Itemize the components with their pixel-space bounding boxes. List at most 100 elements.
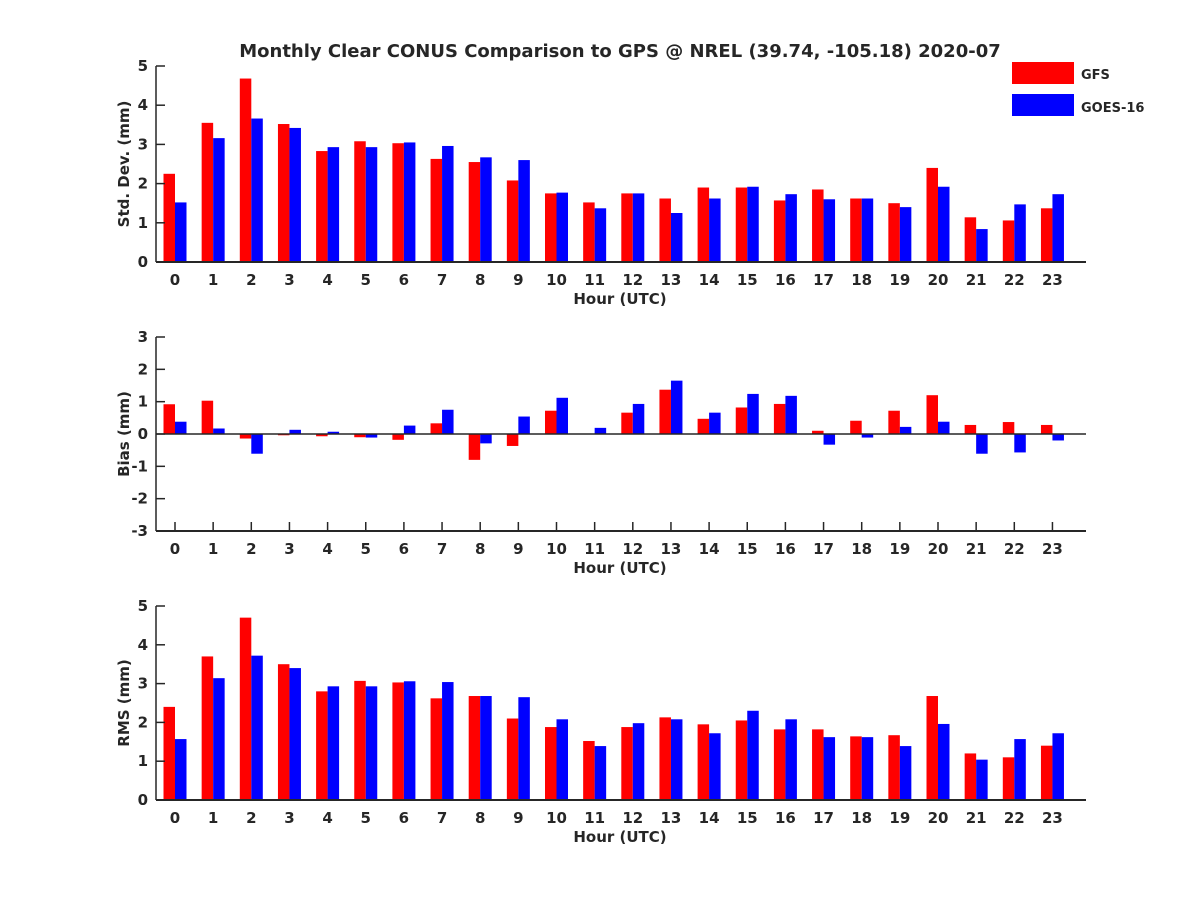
y-tick-label: 4 bbox=[138, 636, 148, 654]
bar-gfs-hour-18 bbox=[850, 198, 862, 262]
bar-gfs-hour-12 bbox=[621, 412, 633, 434]
bar-goes16-hour-0 bbox=[175, 739, 187, 800]
legend-label-gfs: GFS bbox=[1081, 68, 1110, 83]
bar-gfs-hour-21 bbox=[964, 217, 977, 262]
y-tick-label: 2 bbox=[138, 713, 148, 731]
bar-gfs-hour-9 bbox=[506, 718, 519, 800]
bar-goes16-hour-7 bbox=[442, 409, 454, 434]
x-tick-label: 17 bbox=[813, 271, 834, 289]
bar-gfs-hour-23 bbox=[1040, 208, 1053, 262]
y-tick-label: 0 bbox=[138, 425, 148, 443]
y-tick-label: 5 bbox=[138, 597, 148, 615]
bar-goes16-hour-23 bbox=[1052, 194, 1064, 262]
bar-gfs-hour-10 bbox=[545, 410, 557, 434]
y-tick-label: 2 bbox=[138, 360, 148, 378]
bar-gfs-hour-20 bbox=[926, 167, 938, 262]
bar-goes16-hour-6 bbox=[403, 425, 416, 434]
y-tick-label: 4 bbox=[138, 96, 148, 114]
bar-gfs-hour-14 bbox=[697, 724, 710, 800]
x-tick-label: 11 bbox=[584, 271, 605, 289]
bar-goes16-hour-14 bbox=[709, 733, 721, 800]
bar-goes16-hour-17 bbox=[823, 737, 836, 800]
bar-goes16-hour-21 bbox=[976, 229, 988, 262]
bar-gfs-hour-10 bbox=[545, 193, 557, 262]
bar-goes16-hour-11 bbox=[594, 208, 607, 262]
bar-gfs-hour-19 bbox=[888, 203, 900, 262]
bar-goes16-hour-21 bbox=[976, 759, 988, 800]
y-tick-label: 1 bbox=[138, 393, 148, 411]
bar-gfs-hour-4 bbox=[316, 434, 328, 437]
bar-goes16-hour-4 bbox=[327, 431, 340, 434]
y-axis-label: RMS (mm) bbox=[115, 659, 133, 746]
x-tick-label: 7 bbox=[437, 809, 447, 827]
x-tick-label: 4 bbox=[322, 540, 332, 558]
bar-gfs-hour-1 bbox=[201, 122, 214, 262]
x-tick-label: 10 bbox=[546, 540, 567, 558]
bar-goes16-hour-3 bbox=[289, 668, 301, 800]
legend: GFS GOES-16 bbox=[1012, 62, 1144, 116]
x-tick-label: 21 bbox=[966, 809, 987, 827]
bar-gfs-hour-6 bbox=[392, 434, 404, 440]
y-tick-label: 0 bbox=[138, 791, 148, 809]
x-tick-label: 23 bbox=[1042, 271, 1063, 289]
y-axis-label: Std. Dev. (mm) bbox=[115, 101, 133, 228]
bar-gfs-hour-23 bbox=[1040, 745, 1053, 800]
y-tick-label: 3 bbox=[138, 675, 148, 693]
x-tick-label: 10 bbox=[546, 809, 567, 827]
bar-gfs-hour-2 bbox=[239, 617, 252, 800]
x-tick-label: 7 bbox=[437, 271, 447, 289]
bar-gfs-hour-18 bbox=[850, 736, 862, 800]
x-tick-label: 15 bbox=[737, 540, 758, 558]
x-tick-label: 8 bbox=[475, 809, 485, 827]
x-tick-label: 23 bbox=[1042, 809, 1063, 827]
bar-gfs-hour-7 bbox=[430, 698, 443, 800]
x-tick-label: 11 bbox=[584, 540, 605, 558]
x-tick-label: 13 bbox=[661, 540, 682, 558]
bar-gfs-hour-0 bbox=[163, 173, 175, 262]
x-tick-label: 12 bbox=[622, 809, 643, 827]
bar-goes16-hour-2 bbox=[251, 655, 263, 800]
bar-goes16-hour-17 bbox=[823, 434, 836, 445]
bar-goes16-hour-2 bbox=[251, 434, 263, 454]
bar-goes16-hour-3 bbox=[289, 429, 301, 434]
bar-goes16-hour-23 bbox=[1052, 733, 1064, 800]
bar-gfs-hour-15 bbox=[735, 187, 748, 262]
x-tick-label: 20 bbox=[928, 271, 949, 289]
bar-goes16-hour-15 bbox=[747, 393, 759, 434]
bar-gfs-hour-19 bbox=[888, 410, 900, 434]
x-tick-label: 16 bbox=[775, 271, 796, 289]
bar-goes16-hour-5 bbox=[365, 434, 378, 438]
bar-gfs-hour-22 bbox=[1002, 422, 1015, 434]
bar-gfs-hour-7 bbox=[430, 158, 443, 262]
bar-goes16-hour-11 bbox=[594, 746, 607, 800]
bar-goes16-hour-4 bbox=[327, 686, 340, 800]
x-tick-label: 13 bbox=[661, 809, 682, 827]
bar-gfs-hour-21 bbox=[964, 753, 977, 800]
y-tick-label: -2 bbox=[131, 490, 148, 508]
x-tick-label: 21 bbox=[966, 540, 987, 558]
x-tick-label: 14 bbox=[699, 540, 720, 558]
bar-goes16-hour-8 bbox=[480, 157, 492, 262]
bar-gfs-hour-16 bbox=[773, 403, 786, 434]
x-tick-label: 0 bbox=[170, 540, 180, 558]
bar-goes16-hour-20 bbox=[938, 186, 950, 262]
x-axis-label: Hour (UTC) bbox=[573, 559, 666, 577]
y-tick-label: 5 bbox=[138, 57, 148, 75]
bar-gfs-hour-17 bbox=[812, 729, 824, 800]
bar-gfs-hour-13 bbox=[659, 198, 671, 262]
bar-goes16-hour-17 bbox=[823, 199, 836, 262]
x-tick-label: 1 bbox=[208, 809, 218, 827]
x-tick-label: 0 bbox=[170, 271, 180, 289]
bar-goes16-hour-12 bbox=[632, 723, 645, 800]
bar-gfs-hour-3 bbox=[277, 664, 290, 800]
y-tick-label: 0 bbox=[138, 253, 148, 271]
x-tick-label: 19 bbox=[889, 809, 910, 827]
bar-goes16-hour-1 bbox=[213, 678, 225, 800]
bar-gfs-hour-22 bbox=[1002, 757, 1015, 800]
bar-goes16-hour-13 bbox=[670, 380, 683, 434]
bar-goes16-hour-16 bbox=[785, 395, 797, 434]
bar-goes16-hour-15 bbox=[747, 186, 759, 262]
bar-goes16-hour-18 bbox=[861, 434, 874, 438]
bar-gfs-hour-1 bbox=[201, 656, 214, 800]
